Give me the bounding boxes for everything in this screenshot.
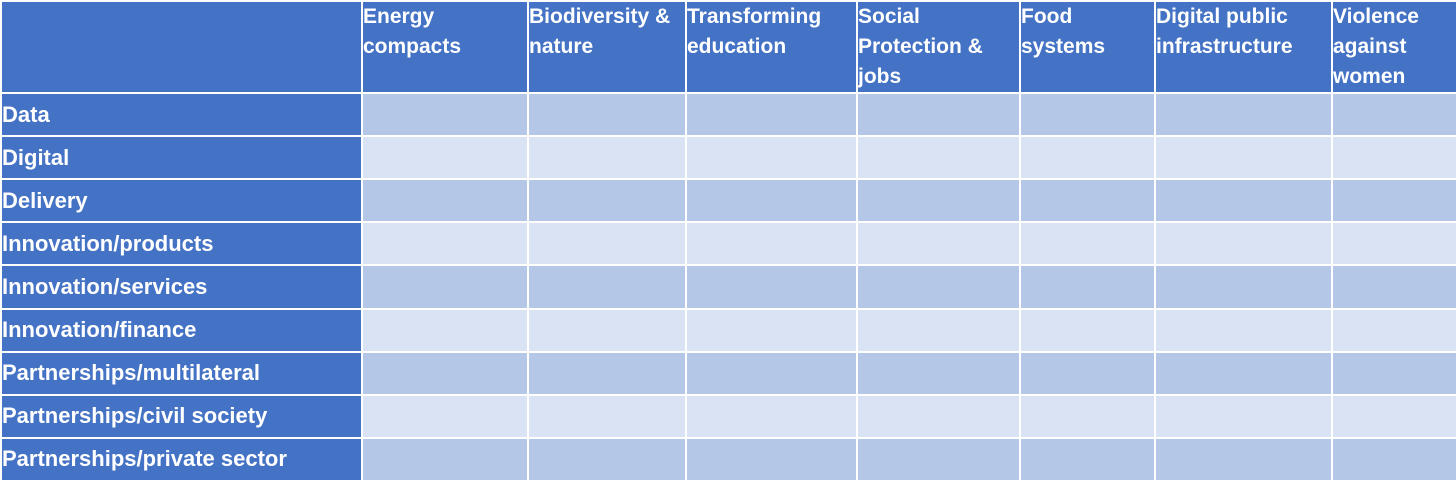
table-cell bbox=[1019, 264, 1156, 310]
table-cell bbox=[527, 91, 687, 138]
table-cell bbox=[1019, 307, 1156, 353]
row-header-innovation-finance: Innovation/finance bbox=[0, 307, 363, 353]
table-cell bbox=[1154, 135, 1333, 181]
table-cell bbox=[856, 178, 1021, 224]
table-cell bbox=[1154, 393, 1333, 439]
table-cell bbox=[856, 91, 1021, 138]
row-header-partnerships-private-sector: Partnerships/private sector bbox=[0, 436, 363, 482]
table-row: Innovation/finance bbox=[0, 307, 1456, 353]
table-cell bbox=[361, 436, 529, 482]
table-cell bbox=[361, 264, 529, 310]
table-cell bbox=[361, 135, 529, 181]
table-cell bbox=[1154, 350, 1333, 396]
table-cell bbox=[1019, 350, 1156, 396]
table-cell bbox=[856, 393, 1021, 439]
table-cell bbox=[527, 350, 687, 396]
row-header-partnerships-multilateral: Partnerships/multilateral bbox=[0, 350, 363, 396]
corner-cell bbox=[0, 0, 363, 94]
table-cell bbox=[527, 264, 687, 310]
table-cell bbox=[527, 393, 687, 439]
table-cell bbox=[527, 436, 687, 482]
row-header-data: Data bbox=[0, 91, 363, 138]
column-header-digital-public-infrastructure: Digital public infrastructure bbox=[1154, 0, 1333, 94]
table-row: Digital bbox=[0, 135, 1456, 181]
row-header-partnerships-civil-society: Partnerships/civil society bbox=[0, 393, 363, 439]
table-cell bbox=[685, 221, 858, 267]
table-cell bbox=[361, 91, 529, 138]
table-cell bbox=[1154, 307, 1333, 353]
column-header-violence-against-women: Violence against women bbox=[1331, 0, 1456, 94]
table-row: Partnerships/private sector bbox=[0, 436, 1456, 482]
row-header-innovation-products: Innovation/products bbox=[0, 221, 363, 267]
table-row: Delivery bbox=[0, 178, 1456, 224]
table-row: Data bbox=[0, 91, 1456, 138]
table-row: Partnerships/civil society bbox=[0, 393, 1456, 439]
table-cell bbox=[1019, 91, 1156, 138]
table-cell bbox=[1154, 91, 1333, 138]
table-cell bbox=[361, 221, 529, 267]
table-cell bbox=[1331, 350, 1456, 396]
table-cell bbox=[856, 264, 1021, 310]
table-cell bbox=[1331, 264, 1456, 310]
column-header-food-systems: Food systems bbox=[1019, 0, 1156, 94]
table-cell bbox=[361, 350, 529, 396]
table-cell bbox=[1331, 91, 1456, 138]
table-cell bbox=[527, 221, 687, 267]
table-cell bbox=[361, 307, 529, 353]
table-cell bbox=[361, 393, 529, 439]
table-row: Innovation/products bbox=[0, 221, 1456, 267]
table-cell bbox=[856, 436, 1021, 482]
table-cell bbox=[1019, 221, 1156, 267]
table-row: Innovation/services bbox=[0, 264, 1456, 310]
table-cell bbox=[1019, 393, 1156, 439]
table-cell bbox=[527, 178, 687, 224]
table-cell bbox=[1154, 178, 1333, 224]
table-cell bbox=[1331, 178, 1456, 224]
row-header-digital: Digital bbox=[0, 135, 363, 181]
table-cell bbox=[361, 178, 529, 224]
row-header-delivery: Delivery bbox=[0, 178, 363, 224]
table-cell bbox=[1331, 135, 1456, 181]
table-cell bbox=[856, 135, 1021, 181]
column-header-social-protection-jobs: Social Protection & jobs bbox=[856, 0, 1021, 94]
table-cell bbox=[685, 393, 858, 439]
table-cell bbox=[1019, 178, 1156, 224]
table-cell bbox=[856, 307, 1021, 353]
table-cell bbox=[685, 135, 858, 181]
table-cell bbox=[1154, 221, 1333, 267]
table-cell bbox=[1331, 307, 1456, 353]
table-cell bbox=[856, 350, 1021, 396]
column-header-energy-compacts: Energy compacts bbox=[361, 0, 529, 94]
table-cell bbox=[527, 307, 687, 353]
table-cell bbox=[685, 178, 858, 224]
table-cell bbox=[685, 350, 858, 396]
table-cell bbox=[685, 307, 858, 353]
table-cell bbox=[1331, 393, 1456, 439]
table-row: Partnerships/multilateral bbox=[0, 350, 1456, 396]
table-cell bbox=[1154, 436, 1333, 482]
table-cell bbox=[1019, 135, 1156, 181]
table-cell bbox=[1019, 436, 1156, 482]
table-cell bbox=[685, 436, 858, 482]
table-cell bbox=[1331, 221, 1456, 267]
table-cell bbox=[1154, 264, 1333, 310]
table-cell bbox=[527, 135, 687, 181]
table-cell bbox=[685, 264, 858, 310]
column-header-biodiversity-nature: Biodiversity & nature bbox=[527, 0, 687, 94]
header-row: Energy compacts Biodiversity & nature Tr… bbox=[0, 0, 1456, 94]
table-cell bbox=[685, 91, 858, 138]
row-header-innovation-services: Innovation/services bbox=[0, 264, 363, 310]
column-header-transforming-education: Transforming education bbox=[685, 0, 858, 94]
table-cell bbox=[1331, 436, 1456, 482]
table-cell bbox=[856, 221, 1021, 267]
